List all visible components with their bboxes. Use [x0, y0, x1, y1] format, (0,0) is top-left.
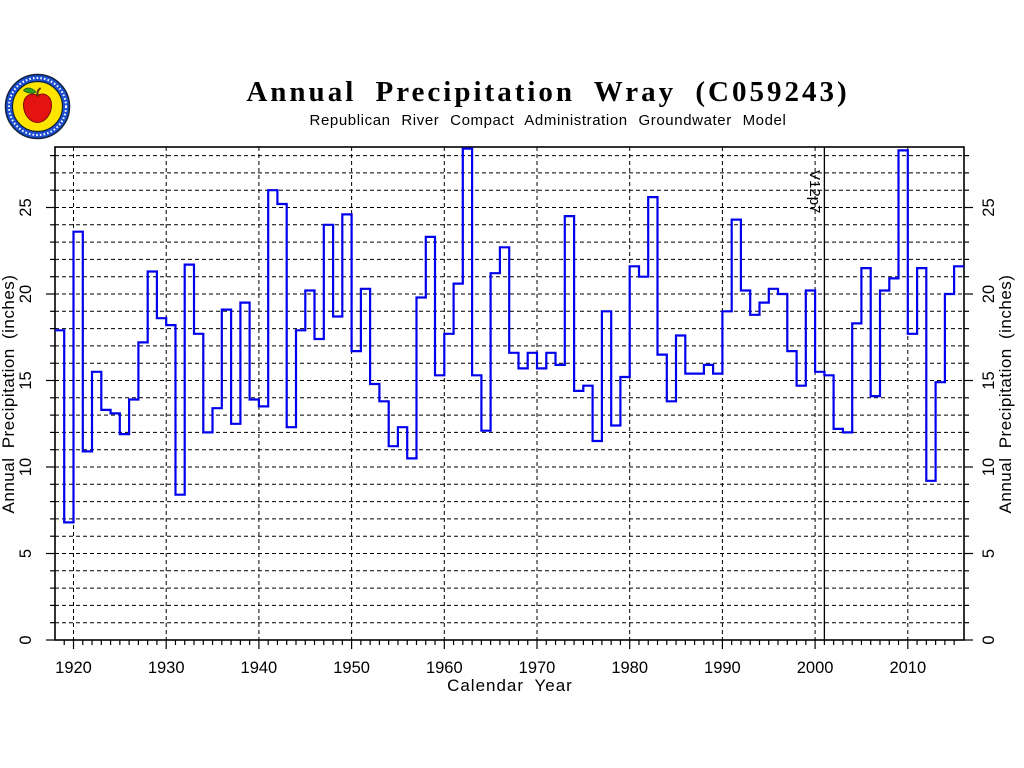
seal-ring-text — [8, 77, 67, 136]
apple-leaf-icon — [22, 87, 37, 94]
tick-labels: 1920 1930 1940 1950 1960 1970 1980 1990 2000 2010… — [17, 198, 998, 677]
x-tick-label: 1930 — [148, 659, 185, 677]
rrca-apple-seal-logo — [4, 73, 71, 140]
precip-step-line — [55, 147, 964, 524]
y-tick-label-left: 15 — [17, 371, 35, 389]
y-axis-title-right: Annual Precipitation (inches) — [996, 275, 1015, 514]
page-title: Annual Precipitation Wray (C059243) — [246, 76, 850, 108]
x-tick-label: 1980 — [611, 659, 648, 677]
y-axis-title-left: Annual Precipitation (inches) — [0, 275, 18, 514]
y-tick-label-right: 25 — [980, 198, 998, 216]
x-tick-label: 1940 — [241, 659, 278, 677]
x-tick-label: 1970 — [519, 659, 556, 677]
x-tick-label: 1920 — [55, 659, 92, 677]
x-axis-title: Calendar Year — [447, 676, 573, 695]
y-tick-label-left: 20 — [17, 285, 35, 303]
y-tick-label-left: 0 — [17, 635, 35, 644]
y-tick-label-right: 5 — [980, 549, 998, 558]
x-tick-label: 1960 — [426, 659, 463, 677]
scenario-marker-label: V12p7 — [806, 170, 823, 213]
title-block: Annual Precipitation Wray (C059243) Repu… — [72, 76, 1024, 129]
x-tick-label: 2000 — [797, 659, 834, 677]
plot-frame — [54, 146, 965, 641]
page-subtitle: Republican River Compact Administration … — [309, 112, 787, 129]
apple-icon — [22, 93, 53, 124]
x-tick-label: 2010 — [889, 659, 926, 677]
x-tick-label: 1950 — [333, 659, 370, 677]
seal-graphic — [4, 73, 71, 140]
y-tick-label-left: 10 — [17, 458, 35, 476]
apple-stem — [36, 87, 41, 97]
y-tick-label-left: 25 — [17, 198, 35, 216]
y-tick-label-right: 15 — [980, 371, 998, 389]
y-tick-label-left: 5 — [17, 549, 35, 558]
axis-ticks — [46, 155, 973, 649]
y-tick-label-right: 10 — [980, 458, 998, 476]
y-tick-label-right: 20 — [980, 285, 998, 303]
y-tick-label-right: 0 — [980, 635, 998, 644]
gridlines — [55, 147, 964, 640]
x-tick-label: 1990 — [704, 659, 741, 677]
